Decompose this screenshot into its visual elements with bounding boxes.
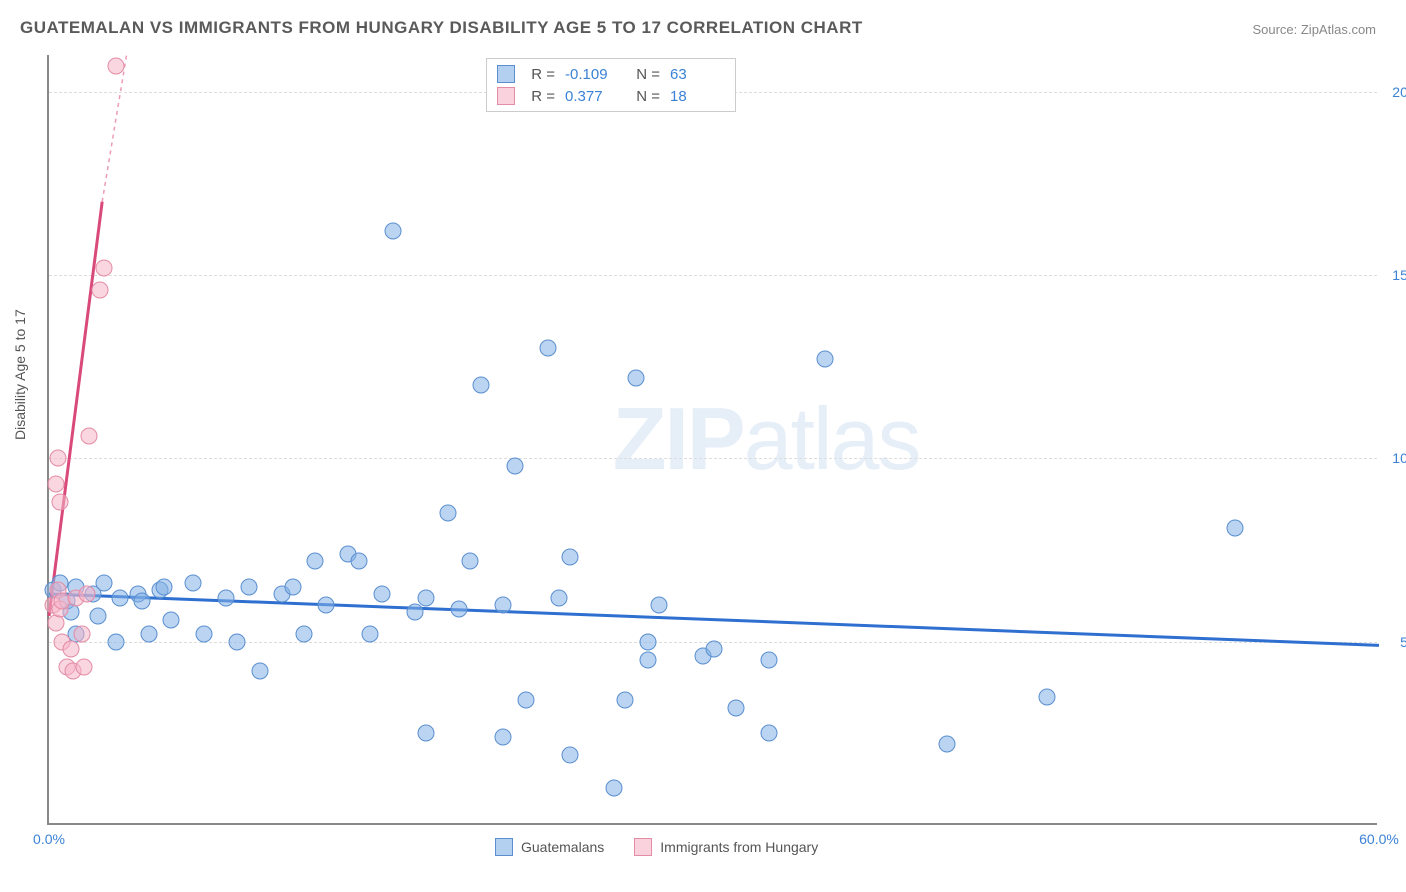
- data-point: [140, 626, 157, 643]
- data-point: [650, 597, 667, 614]
- data-point: [406, 604, 423, 621]
- plot-area: ZIPatlas 5.0%10.0%15.0%20.0%0.0%60.0%: [47, 55, 1377, 825]
- data-point: [107, 58, 124, 75]
- series-legend: Guatemalans Immigrants from Hungary: [495, 838, 818, 856]
- legend-r-label: R =: [525, 66, 555, 83]
- data-point: [229, 633, 246, 650]
- data-point: [49, 450, 66, 467]
- data-point: [47, 615, 64, 632]
- data-point: [373, 586, 390, 603]
- x-tick-label: 60.0%: [1359, 831, 1399, 847]
- data-point: [218, 589, 235, 606]
- legend-n-label: N =: [630, 66, 660, 83]
- data-point: [761, 652, 778, 669]
- data-point: [1038, 688, 1055, 705]
- data-point: [495, 597, 512, 614]
- legend-n-value: 18: [670, 88, 725, 105]
- trend-line-dashed: [102, 55, 126, 202]
- data-point: [362, 626, 379, 643]
- data-point: [517, 692, 534, 709]
- data-point: [628, 369, 645, 386]
- legend-series-item: Guatemalans: [495, 838, 604, 856]
- data-point: [80, 428, 97, 445]
- data-point: [284, 578, 301, 595]
- data-point: [91, 281, 108, 298]
- data-point: [240, 578, 257, 595]
- data-point: [76, 659, 93, 676]
- trend-lines: [49, 55, 1379, 825]
- data-point: [74, 626, 91, 643]
- data-point: [451, 600, 468, 617]
- trend-line: [49, 202, 102, 616]
- legend-r-value: 0.377: [565, 88, 620, 105]
- data-point: [938, 736, 955, 753]
- data-point: [550, 589, 567, 606]
- stats-legend: R = -0.109 N = 63 R = 0.377 N = 18: [486, 58, 736, 112]
- data-point: [111, 589, 128, 606]
- data-point: [318, 597, 335, 614]
- data-point: [506, 457, 523, 474]
- y-tick-label: 15.0%: [1382, 267, 1406, 283]
- data-point: [816, 351, 833, 368]
- x-tick-label: 0.0%: [33, 831, 65, 847]
- data-point: [617, 692, 634, 709]
- legend-r-value: -0.109: [565, 66, 620, 83]
- data-point: [185, 575, 202, 592]
- data-point: [417, 725, 434, 742]
- data-point: [473, 377, 490, 394]
- data-point: [63, 641, 80, 658]
- legend-swatch: [497, 87, 515, 105]
- data-point: [196, 626, 213, 643]
- data-point: [495, 729, 512, 746]
- data-point: [89, 608, 106, 625]
- data-point: [251, 663, 268, 680]
- y-axis-label: Disability Age 5 to 17: [12, 309, 28, 440]
- data-point: [307, 553, 324, 570]
- data-point: [417, 589, 434, 606]
- data-point: [440, 505, 457, 522]
- y-tick-label: 5.0%: [1382, 634, 1406, 650]
- legend-n-label: N =: [630, 88, 660, 105]
- legend-r-label: R =: [525, 88, 555, 105]
- data-point: [134, 593, 151, 610]
- source-label: Source: ZipAtlas.com: [1252, 22, 1376, 37]
- legend-n-value: 63: [670, 66, 725, 83]
- data-point: [728, 699, 745, 716]
- data-point: [351, 553, 368, 570]
- legend-stat-row: R = 0.377 N = 18: [497, 85, 725, 107]
- data-point: [561, 549, 578, 566]
- data-point: [706, 641, 723, 658]
- data-point: [639, 652, 656, 669]
- data-point: [462, 553, 479, 570]
- data-point: [761, 725, 778, 742]
- chart-title: GUATEMALAN VS IMMIGRANTS FROM HUNGARY DI…: [20, 18, 863, 38]
- data-point: [47, 476, 64, 493]
- y-tick-label: 20.0%: [1382, 84, 1406, 100]
- y-tick-label: 10.0%: [1382, 450, 1406, 466]
- data-point: [96, 259, 113, 276]
- data-point: [384, 223, 401, 240]
- data-point: [96, 575, 113, 592]
- data-point: [606, 780, 623, 797]
- data-point: [561, 747, 578, 764]
- data-point: [156, 578, 173, 595]
- legend-swatch: [495, 838, 513, 856]
- legend-swatch: [497, 65, 515, 83]
- trend-line: [49, 594, 1379, 645]
- legend-series-label: Immigrants from Hungary: [660, 839, 818, 855]
- legend-stat-row: R = -0.109 N = 63: [497, 63, 725, 85]
- data-point: [539, 340, 556, 357]
- data-point: [639, 633, 656, 650]
- legend-series-item: Immigrants from Hungary: [634, 838, 818, 856]
- data-point: [78, 586, 95, 603]
- data-point: [1226, 520, 1243, 537]
- data-point: [295, 626, 312, 643]
- data-point: [162, 611, 179, 628]
- legend-series-label: Guatemalans: [521, 839, 604, 855]
- data-point: [107, 633, 124, 650]
- legend-swatch: [634, 838, 652, 856]
- data-point: [52, 494, 69, 511]
